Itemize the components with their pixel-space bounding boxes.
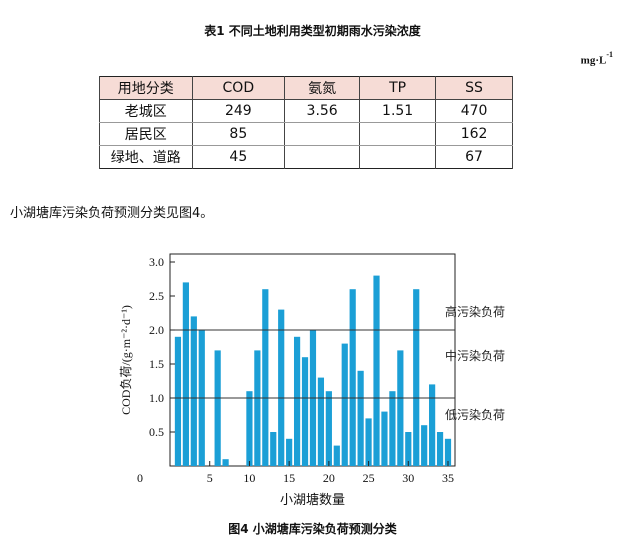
bar: [254, 350, 261, 466]
y-axis-label: COD负荷/(g·m⁻²·d⁻¹): [119, 305, 133, 415]
x-tick-label: 0: [137, 471, 143, 485]
table-cell: [284, 122, 361, 146]
bar: [405, 432, 412, 466]
table-cell: 85: [191, 122, 286, 146]
bar: [190, 316, 197, 466]
x-axis-label: 小湖塘数量: [280, 492, 345, 508]
bar: [444, 438, 452, 466]
figure-caption: 图4 小湖塘库污染负荷预测分类: [228, 522, 397, 536]
bar: [278, 309, 285, 466]
bar: [381, 411, 388, 466]
y-tick-label: 2.5: [149, 289, 164, 303]
bar: [429, 384, 436, 466]
table-cell: 249: [191, 99, 286, 123]
bar: [357, 370, 364, 466]
y-tick-label: 3.0: [149, 255, 164, 269]
x-tick-label: 20: [323, 471, 335, 485]
bar: [293, 336, 301, 466]
table-cell: 162: [435, 122, 513, 146]
x-tick-label: 30: [402, 471, 414, 485]
bar: [436, 432, 444, 466]
table-row: 居民区 85 162: [99, 122, 513, 146]
header-ammonia: 氨氮: [284, 76, 361, 100]
table-cell: 居民区: [99, 122, 193, 146]
bar: [301, 357, 309, 466]
x-tick-label: 10: [243, 471, 255, 485]
bar: [341, 343, 348, 466]
table-cell: 老城区: [99, 99, 193, 123]
y-tick-label: 1.5: [149, 357, 164, 371]
table-cell: 绿地、道路: [99, 145, 193, 169]
x-tick-label: 35: [442, 471, 454, 485]
bar: [413, 289, 420, 466]
table-row: 绿地、道路 45 67: [99, 145, 513, 169]
bar: [174, 336, 182, 466]
y-tick-label: 1.0: [149, 391, 164, 405]
bar: [421, 425, 428, 466]
table-unit: mg·L-1: [580, 50, 613, 67]
y-tick-label: 2.0: [149, 323, 164, 337]
table-cell: [359, 145, 437, 169]
table-cell: 470: [435, 99, 513, 123]
table-cell: 3.56: [284, 99, 361, 123]
table-cell: [284, 145, 361, 169]
table-header-row: 用地分类 COD 氨氮 TP SS: [99, 76, 513, 100]
header-cod: COD: [191, 76, 286, 100]
table-cell: 45: [191, 145, 286, 169]
bar: [333, 445, 340, 466]
bar: [246, 391, 253, 466]
bar: [349, 289, 356, 466]
bar: [262, 289, 269, 466]
header-land-use: 用地分类: [99, 76, 193, 100]
bar: [365, 418, 372, 466]
y-tick-label: 0.5: [149, 425, 164, 439]
table-cell: [359, 122, 437, 146]
bar: [373, 275, 380, 466]
bar: [222, 459, 229, 466]
table-cell: 67: [435, 145, 513, 169]
body-paragraph: 小湖塘库污染负荷预测分类见图4。: [10, 206, 214, 221]
x-tick-label: 5: [207, 471, 213, 485]
table-row: 老城区 249 3.56 1.51 470: [99, 99, 513, 123]
bar: [317, 377, 325, 466]
load-level-annotation: 高污染负荷: [445, 304, 505, 319]
bar: [397, 350, 404, 466]
bar: [270, 432, 277, 466]
bar: [389, 391, 396, 466]
load-level-annotation: 低污染负荷: [445, 407, 505, 422]
bar: [286, 438, 293, 466]
header-ss: SS: [435, 76, 513, 100]
bar: [182, 282, 189, 466]
bar: [325, 391, 332, 466]
table-title: 表1 不同土地利用类型初期雨水污染浓度: [204, 24, 421, 38]
cod-load-chart: 0.5 1.0 1.5 2.0 2.5 3.0 0 5 10 15 20 25 30 35 高污染负荷中污染…: [119, 253, 505, 508]
pollution-table: 用地分类 COD 氨氮 TP SS 老城区 249 3.56 1.51 470 …: [99, 76, 513, 169]
x-tick-label: 25: [363, 471, 375, 485]
table-cell: 1.51: [359, 99, 437, 123]
load-level-annotation: 中污染负荷: [445, 348, 505, 363]
x-tick-label: 15: [283, 471, 295, 485]
bar: [214, 350, 221, 466]
header-tp: TP: [359, 76, 437, 100]
